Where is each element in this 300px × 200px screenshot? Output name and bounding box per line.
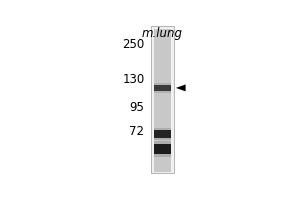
Bar bbox=[154, 85, 171, 91]
Bar bbox=[154, 130, 171, 138]
Bar bbox=[152, 26, 173, 173]
Text: 72: 72 bbox=[130, 125, 145, 138]
Bar bbox=[154, 144, 171, 154]
Text: 95: 95 bbox=[130, 101, 145, 114]
Text: 130: 130 bbox=[122, 73, 145, 86]
Bar bbox=[154, 29, 171, 172]
Text: 250: 250 bbox=[122, 38, 145, 51]
Text: m.lung: m.lung bbox=[141, 27, 182, 40]
Bar bbox=[154, 128, 171, 140]
Polygon shape bbox=[176, 84, 186, 91]
Bar bbox=[154, 83, 171, 93]
Bar bbox=[154, 141, 171, 157]
